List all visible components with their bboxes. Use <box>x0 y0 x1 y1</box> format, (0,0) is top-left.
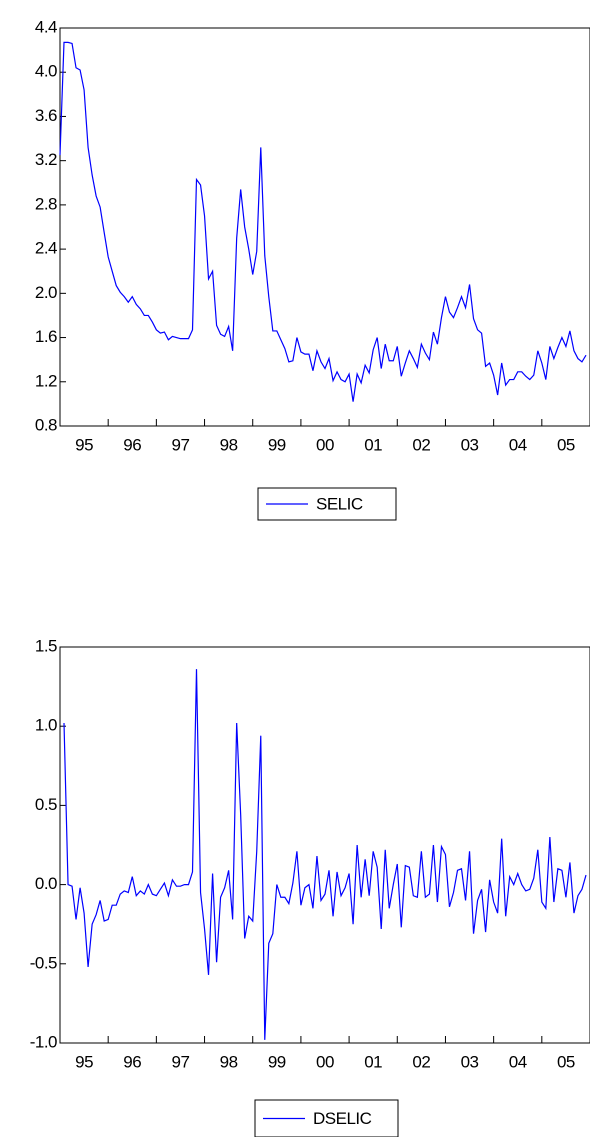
legend-label: SELIC <box>316 494 363 513</box>
x-tick-label: 03 <box>461 1052 479 1071</box>
x-tick-label: 99 <box>268 1052 286 1071</box>
y-tick-label: 3.6 <box>35 106 57 125</box>
x-tick-label: 96 <box>123 435 141 454</box>
legend-label: DSELIC <box>313 1109 372 1128</box>
x-tick-label: 99 <box>268 435 286 454</box>
y-tick-label: -0.5 <box>30 953 57 972</box>
x-tick-label: 00 <box>316 435 334 454</box>
x-tick-label: 00 <box>316 1052 334 1071</box>
y-tick-label: -1.0 <box>30 1032 57 1051</box>
y-tick-label: 0.8 <box>35 415 57 434</box>
x-tick-label: 05 <box>557 1052 575 1071</box>
x-tick-label: 04 <box>509 1052 527 1071</box>
y-tick-label: 4.0 <box>35 62 57 81</box>
y-tick-label: 1.5 <box>35 636 57 655</box>
plot-frame <box>59 27 590 427</box>
y-tick-label: 0.5 <box>35 795 57 814</box>
x-tick-label: 01 <box>364 1052 382 1071</box>
x-tick-label: 95 <box>75 435 93 454</box>
y-tick-label: 1.6 <box>35 327 57 346</box>
y-tick-label: 4.4 <box>35 17 57 36</box>
y-tick-label: 2.0 <box>35 283 57 302</box>
data-line <box>59 41 587 402</box>
x-tick-label: 98 <box>220 1052 238 1071</box>
x-tick-label: 02 <box>412 1052 430 1071</box>
x-tick-label: 05 <box>557 435 575 454</box>
x-tick-label: 97 <box>171 435 189 454</box>
x-tick-label: 97 <box>171 1052 189 1071</box>
x-tick-label: 98 <box>220 435 238 454</box>
x-tick-label: 01 <box>364 435 382 454</box>
x-tick-label: 03 <box>461 435 479 454</box>
x-tick-label: 02 <box>412 435 430 454</box>
plot-frame <box>59 646 590 1044</box>
y-tick-label: 2.4 <box>35 239 57 258</box>
data-line <box>63 669 587 1040</box>
y-tick-label: 1.2 <box>35 371 57 390</box>
y-tick-label: 0.0 <box>35 874 57 893</box>
y-tick-label: 3.2 <box>35 150 57 169</box>
y-tick-label: 1.0 <box>35 716 57 735</box>
x-tick-label: 95 <box>75 1052 93 1071</box>
x-tick-label: 04 <box>509 435 527 454</box>
x-tick-label: 96 <box>123 1052 141 1071</box>
y-tick-label: 2.8 <box>35 194 57 213</box>
